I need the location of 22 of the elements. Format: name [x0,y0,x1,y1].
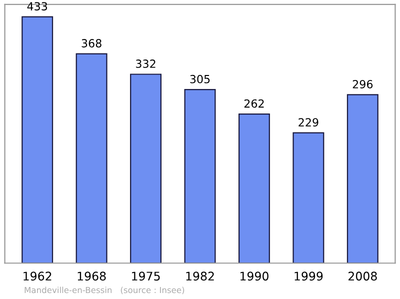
x-tick-label: 1975 [132,272,160,281]
text: Mandeville-en-Bessin (source : Insee) [24,286,184,294]
bar [22,16,54,264]
bar [346,94,378,264]
data-label: 229 [298,118,318,127]
bar [130,74,162,264]
data-label: 305 [190,74,210,84]
x-tick-label: 1999 [294,272,323,281]
bar [238,114,270,264]
data-label: 433 [27,2,48,10]
data-label: 368 [82,39,102,48]
x-tick-label: 1968 [78,272,106,281]
bar [76,53,108,264]
bar [292,132,324,264]
data-label: 332 [136,60,156,68]
data-label: 262 [244,99,264,108]
x-tick-label: 2008 [348,272,377,281]
x-tick-label: 1990 [240,272,268,281]
data-label: 296 [352,80,373,88]
bar [184,89,216,264]
x-tick-label: 1982 [186,272,214,281]
x-tick-label: 1962 [24,272,52,281]
